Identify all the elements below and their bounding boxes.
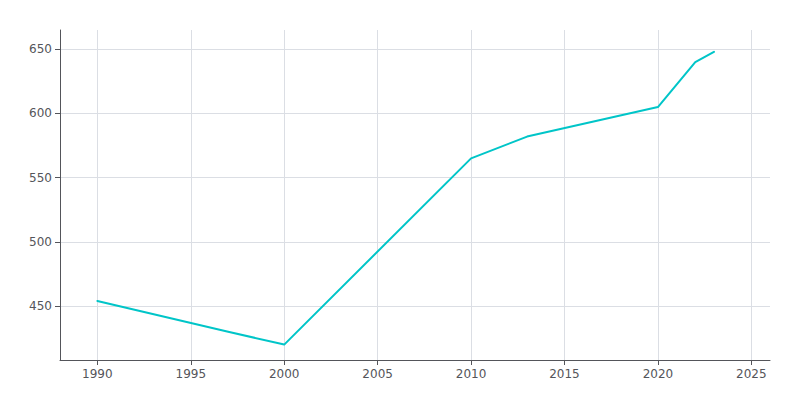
svg-text:2005: 2005 xyxy=(362,367,393,381)
svg-text:450: 450 xyxy=(29,299,52,313)
svg-text:550: 550 xyxy=(29,171,52,185)
svg-text:2010: 2010 xyxy=(456,367,487,381)
svg-text:2025: 2025 xyxy=(736,367,767,381)
svg-text:600: 600 xyxy=(29,106,52,120)
svg-text:2015: 2015 xyxy=(549,367,580,381)
svg-text:500: 500 xyxy=(29,235,52,249)
svg-text:2020: 2020 xyxy=(643,367,674,381)
svg-text:2000: 2000 xyxy=(269,367,300,381)
svg-text:1995: 1995 xyxy=(176,367,207,381)
svg-text:650: 650 xyxy=(29,42,52,56)
svg-text:1990: 1990 xyxy=(82,367,113,381)
